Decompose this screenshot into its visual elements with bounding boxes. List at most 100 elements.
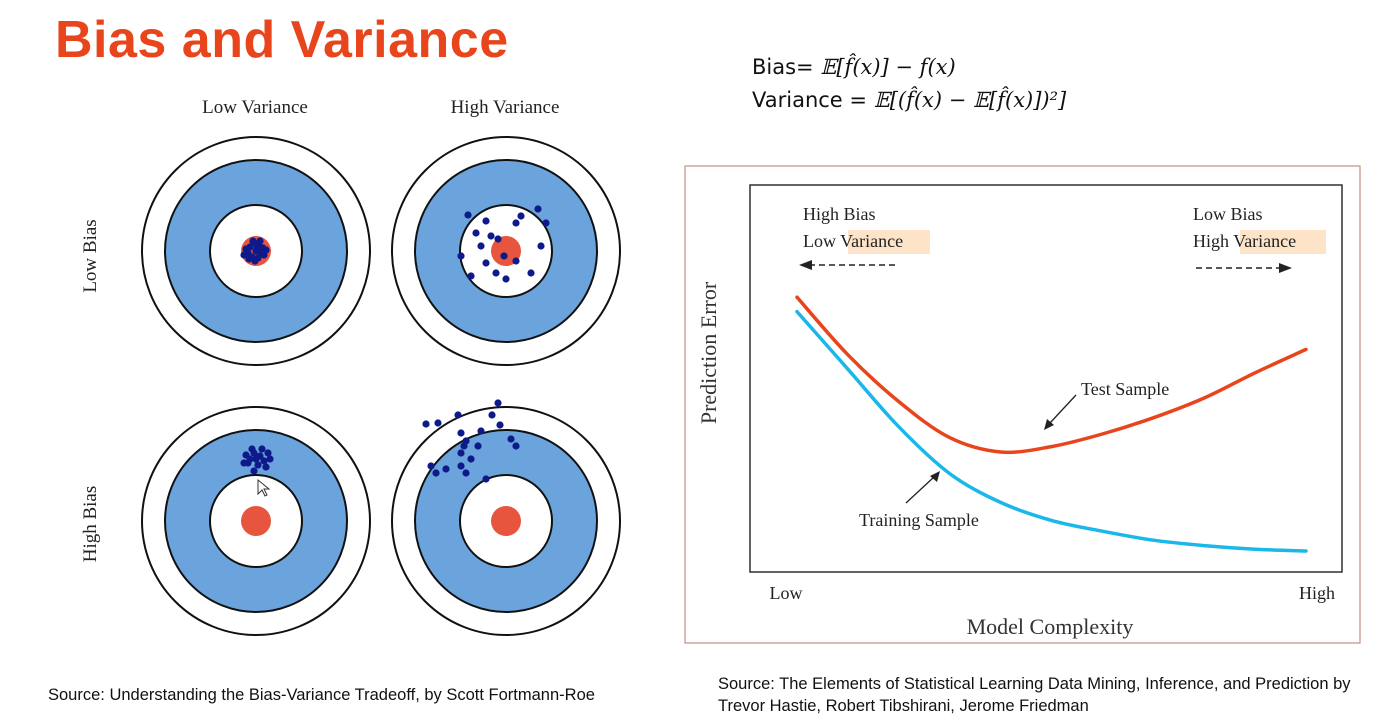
target-dot xyxy=(256,237,264,245)
target-dot xyxy=(442,465,450,473)
target-dot xyxy=(427,462,435,470)
source-right: Source: The Elements of Statistical Lear… xyxy=(718,675,1351,715)
series-group xyxy=(795,295,1308,553)
target-dot xyxy=(460,442,468,450)
target-dot xyxy=(482,217,490,225)
target-dot xyxy=(422,420,430,428)
target-dot xyxy=(264,449,272,457)
target-dot xyxy=(434,419,442,427)
target-dot xyxy=(457,252,465,260)
target-dot xyxy=(242,245,250,253)
annotation-variance-word-left: Variance xyxy=(840,231,903,251)
target-dot xyxy=(240,251,248,259)
y-axis-label: Prediction Error xyxy=(696,281,721,424)
target-dot xyxy=(260,457,268,465)
target-dot xyxy=(487,232,495,240)
plot-area xyxy=(749,184,1343,573)
target-dot xyxy=(258,445,266,453)
target-dot xyxy=(477,427,485,435)
variance-formula-label: Variance = xyxy=(752,88,867,112)
column-label-low-variance: Low Variance xyxy=(202,97,308,118)
target-dot xyxy=(512,257,520,265)
series-label-training-sample: Training Sample xyxy=(859,510,979,530)
target-dot xyxy=(467,272,475,280)
target-dot xyxy=(457,449,465,457)
target-dot xyxy=(432,469,440,477)
target-dot xyxy=(494,399,502,407)
target-dot xyxy=(492,269,500,277)
bias-formula: Bias= 𝔼[f̂(x)] − f(x) xyxy=(752,55,956,79)
target-dot xyxy=(537,242,545,250)
target-dot xyxy=(266,455,274,463)
highlight-right-variance xyxy=(1240,230,1326,254)
source-left: Source: Understanding the Bias-Variance … xyxy=(48,686,595,704)
target-dot xyxy=(254,461,262,469)
page-title: Bias and Variance xyxy=(55,11,509,69)
annotation-low-word: Low xyxy=(803,231,840,251)
row-label-high-bias: High Bias xyxy=(80,486,101,563)
target-dot xyxy=(477,242,485,250)
target-dot xyxy=(467,455,475,463)
target-dot xyxy=(262,246,270,254)
target-dot xyxy=(248,445,256,453)
target-dot xyxy=(252,455,260,463)
test-sample-pointer-line xyxy=(1049,394,1077,424)
target-dot xyxy=(262,463,270,471)
targets-group xyxy=(141,136,621,636)
annotation-low-variance: Low Variance xyxy=(803,231,903,251)
target-dot xyxy=(250,467,258,475)
target-dot xyxy=(474,442,482,450)
target-dot xyxy=(245,255,253,263)
target-dot xyxy=(240,459,248,467)
variance-formula-expression: 𝔼[(f̂(x) − 𝔼[f̂(x)])²] xyxy=(873,88,1067,112)
target-dot xyxy=(462,469,470,477)
training-sample-pointer-line xyxy=(905,476,935,504)
target-bullseye xyxy=(491,506,521,536)
bias-formula-expression: 𝔼[f̂(x)] − f(x) xyxy=(820,55,956,79)
target-dot xyxy=(457,462,465,470)
series-line-training-sample xyxy=(795,309,1308,553)
target-dot xyxy=(251,257,259,265)
target-bullseye xyxy=(241,506,271,536)
target-dot xyxy=(482,259,490,267)
annotation-high-word: High xyxy=(1193,231,1233,251)
target-dot xyxy=(502,275,510,283)
row-label-low-bias: Low Bias xyxy=(80,219,101,292)
target-dot xyxy=(249,237,257,245)
highlight-left-variance xyxy=(848,230,930,254)
target-low-bias-high-variance xyxy=(391,136,621,366)
target-dot xyxy=(507,435,515,443)
target-dot xyxy=(500,252,508,260)
series-line-test-sample xyxy=(795,295,1308,455)
test-sample-pointer-icon xyxy=(1044,419,1054,430)
target-dot xyxy=(512,442,520,450)
bias-variance-targets-diagram: Low Variance High Variance Low Bias High… xyxy=(80,97,621,636)
bias-formula-label: Bias= xyxy=(752,55,814,79)
training-sample-pointer-icon xyxy=(930,471,940,482)
x-tick-high: High xyxy=(1299,583,1335,603)
target-dot xyxy=(472,229,480,237)
arrow-right-icon xyxy=(1279,263,1292,273)
target-dot xyxy=(482,475,490,483)
target-dot xyxy=(457,429,465,437)
annotation-high-bias: High Bias xyxy=(803,204,876,224)
target-dot xyxy=(454,411,462,419)
target-dot xyxy=(517,212,525,220)
target-dot xyxy=(527,269,535,277)
target-dot xyxy=(242,451,250,459)
target-dot xyxy=(488,411,496,419)
target-low-bias-low-variance xyxy=(141,136,371,366)
x-axis-label: Model Complexity xyxy=(967,614,1134,639)
column-label-high-variance: High Variance xyxy=(451,97,560,118)
target-dot xyxy=(494,235,502,243)
prediction-error-chart: High Bias Low Variance Low Bias High Var… xyxy=(684,165,1361,644)
target-high-bias-high-variance xyxy=(391,399,621,636)
target-dot xyxy=(496,421,504,429)
x-tick-low: Low xyxy=(770,583,803,603)
target-dot xyxy=(464,211,472,219)
annotation-variance-word-right: Variance xyxy=(1233,231,1296,251)
annotation-low-bias: Low Bias xyxy=(1193,204,1263,224)
variance-formula: Variance = 𝔼[(f̂(x) − 𝔼[f̂(x)])²] xyxy=(752,88,1066,112)
target-dot xyxy=(253,245,261,253)
target-dot xyxy=(534,205,542,213)
